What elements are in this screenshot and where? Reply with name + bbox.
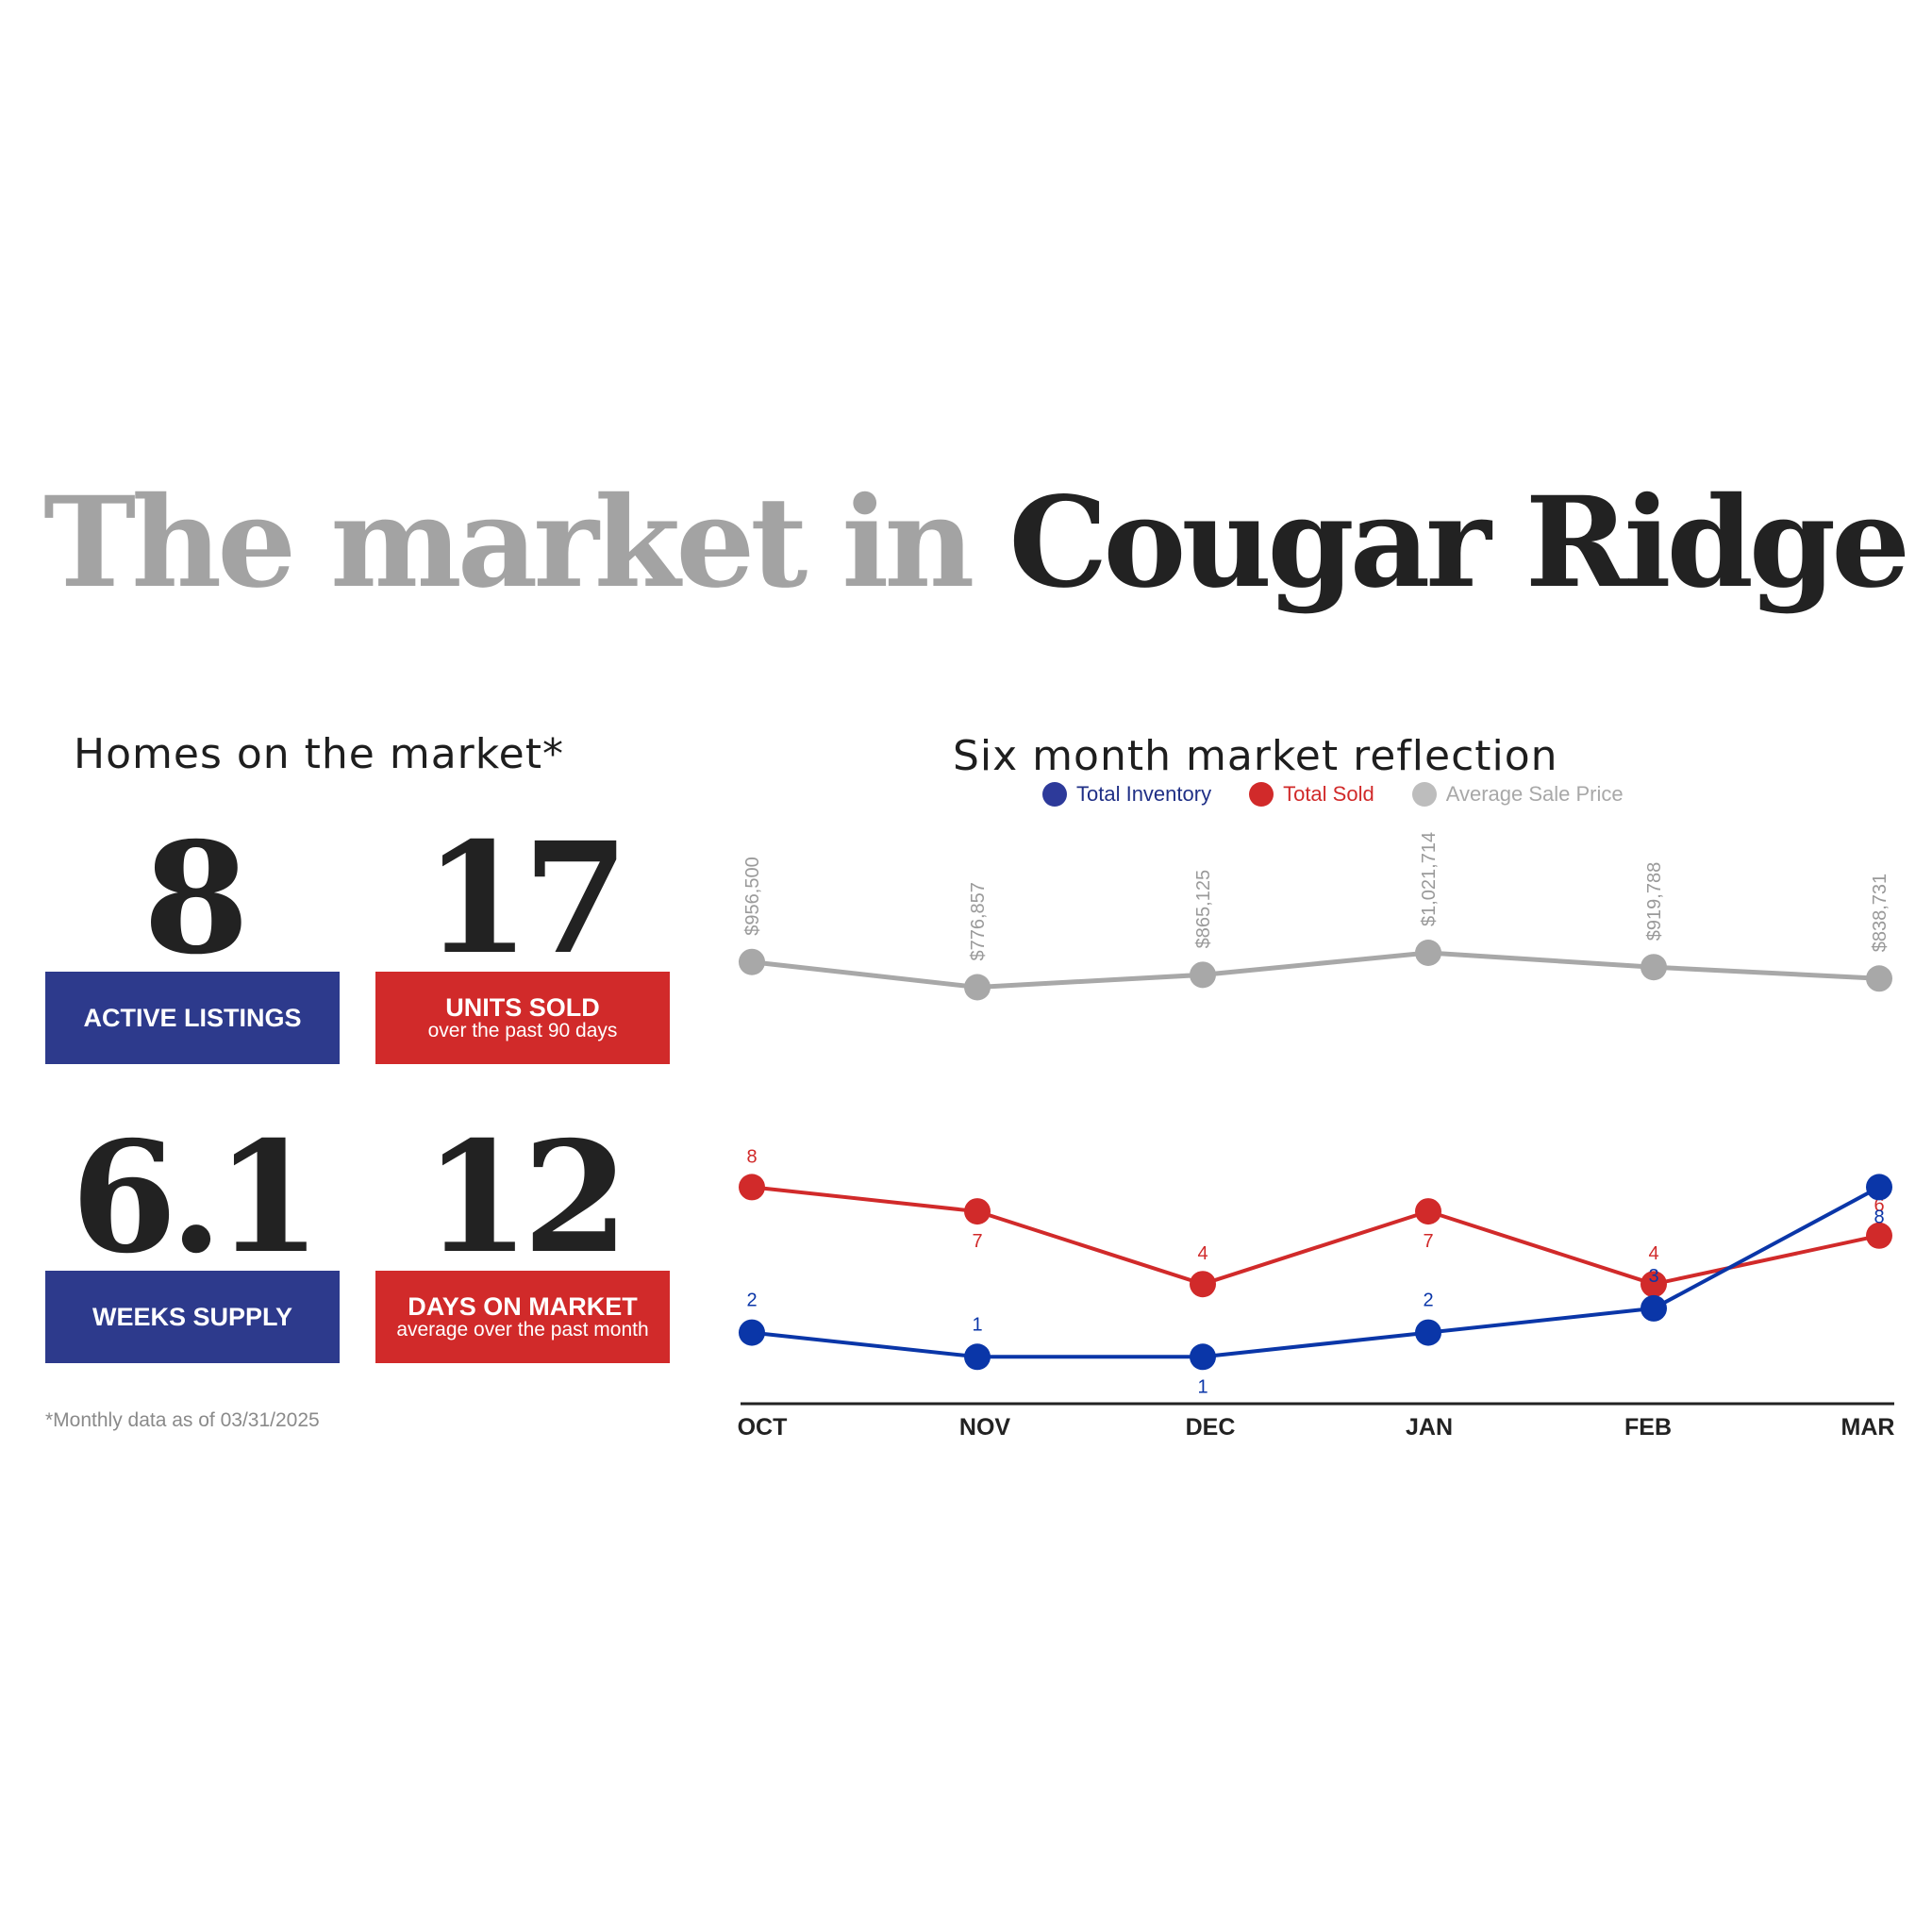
stat-units-sold: 17 UNITS SOLD over the past 90 days <box>375 809 670 1064</box>
x-tick-label: JAN <box>1406 1414 1453 1441</box>
x-tick-label: MAR <box>1841 1414 1895 1441</box>
stat-weeks-supply: 6.1 WEEKS SUPPLY <box>45 1108 340 1363</box>
data-label: 1 <box>972 1314 982 1335</box>
data-label: 3 <box>1648 1266 1658 1287</box>
data-point <box>739 948 765 975</box>
data-label: 8 <box>1874 1207 1884 1227</box>
legend-item-inventory: Total Inventory <box>1042 782 1211 807</box>
chart-title: Six month market reflection <box>953 732 1558 780</box>
data-label: $919,788 <box>1644 862 1665 941</box>
data-point <box>1415 940 1441 966</box>
data-point <box>1415 1319 1441 1346</box>
series-line <box>751 1185 1880 1359</box>
legend-swatch <box>1411 782 1437 807</box>
data-point <box>739 1174 765 1201</box>
data-label: 1 <box>1197 1376 1208 1397</box>
data-label: 4 <box>1648 1243 1658 1264</box>
stat-value: 12 <box>424 1108 628 1288</box>
x-tick-label: OCT <box>738 1414 788 1441</box>
data-point <box>1866 1222 1892 1249</box>
data-label: $776,857 <box>968 882 989 960</box>
stat-label: WEEKS SUPPLY <box>92 1303 293 1331</box>
data-label: 2 <box>746 1291 757 1311</box>
data-point <box>1641 1271 1667 1298</box>
data-label: 8 <box>746 1146 757 1167</box>
data-point <box>964 974 991 1001</box>
data-point <box>964 1343 991 1371</box>
data-label: 7 <box>1423 1231 1433 1252</box>
data-point <box>1641 954 1667 981</box>
data-label: $956,500 <box>742 857 763 935</box>
x-tick-label: NOV <box>959 1414 1011 1441</box>
headline: The market in Cougar Ridge <box>43 481 1910 606</box>
data-label: $1,021,714 <box>1419 832 1440 926</box>
data-point <box>1190 1343 1216 1371</box>
data-label: 6 <box>1874 1195 1884 1216</box>
data-point <box>739 1319 765 1346</box>
stat-label: UNITS SOLD <box>445 993 600 1022</box>
stat-active-listings: 8 ACTIVE LISTINGS <box>45 809 340 1064</box>
data-point <box>1190 961 1216 989</box>
data-point <box>1415 1198 1441 1225</box>
legend-label: Total Inventory <box>1076 782 1212 806</box>
data-label: $838,731 <box>1870 874 1890 952</box>
stat-label-box: DAYS ON MARKET average over the past mon… <box>375 1271 670 1363</box>
chart-legend: Total Inventory Total Sold Average Sale … <box>1042 782 1624 807</box>
stat-label: DAYS ON MARKET <box>408 1292 638 1321</box>
series-line <box>751 950 1880 990</box>
stat-days-on-market: 12 DAYS ON MARKET average over the past … <box>375 1108 670 1363</box>
data-point <box>1641 1294 1667 1322</box>
data-point <box>1866 965 1892 992</box>
stat-sublabel: over the past 90 days <box>427 1020 618 1041</box>
footnote: *Monthly data as of 03/31/2025 <box>45 1409 320 1431</box>
headline-lead: The market in <box>43 470 1009 616</box>
stat-label-box: UNITS SOLD over the past 90 days <box>375 972 670 1064</box>
legend-item-sold: Total Sold <box>1249 782 1374 807</box>
legend-swatch <box>1042 782 1067 807</box>
data-point <box>1866 1174 1892 1201</box>
legend-label: Average Sale Price <box>1445 782 1624 806</box>
data-label: 4 <box>1197 1243 1208 1264</box>
series-line <box>751 1185 1880 1287</box>
legend-item-price: Average Sale Price <box>1411 782 1624 807</box>
stat-value: 6.1 <box>71 1108 322 1288</box>
data-label: 2 <box>1423 1291 1433 1311</box>
headline-place: Cougar Ridge <box>1008 470 1910 616</box>
data-label: $865,125 <box>1193 870 1214 948</box>
legend-label: Total Sold <box>1283 782 1374 806</box>
stat-label-box: ACTIVE LISTINGS <box>45 972 340 1064</box>
stat-value: 17 <box>424 809 628 989</box>
stat-label: ACTIVE LISTINGS <box>83 1004 302 1032</box>
stat-label-box: WEEKS SUPPLY <box>45 1271 340 1363</box>
legend-swatch <box>1249 782 1274 807</box>
data-point <box>1190 1271 1216 1298</box>
homes-title: Homes on the market* <box>74 730 564 778</box>
data-point <box>964 1198 991 1225</box>
x-tick-label: DEC <box>1186 1414 1236 1441</box>
stat-value: 8 <box>142 809 250 989</box>
data-label: 7 <box>972 1231 982 1252</box>
stat-sublabel: average over the past month <box>396 1319 649 1341</box>
x-tick-label: FEB <box>1624 1414 1672 1441</box>
